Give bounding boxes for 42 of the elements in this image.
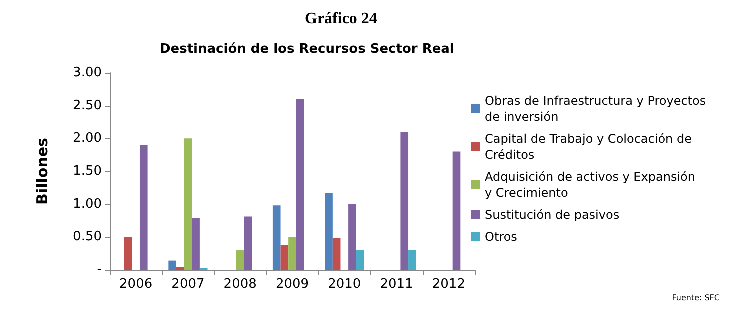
- bar: [288, 237, 296, 270]
- bar: [356, 250, 364, 270]
- y-tick-label: 3.00: [73, 66, 102, 80]
- y-tick-label: 2.00: [73, 131, 102, 146]
- bar: [400, 132, 409, 270]
- bar: [236, 250, 244, 270]
- y-tick-label: 1.00: [73, 196, 102, 212]
- legend-label: Obras de Infraestructura y Proyectos de inversión: [485, 94, 710, 124]
- y-axis-title: Billones: [34, 138, 52, 205]
- bar: [408, 250, 416, 270]
- bar: [348, 204, 356, 270]
- bar: [140, 145, 148, 270]
- bar: [280, 245, 289, 270]
- legend-label: Capital de Trabajo y Colocación de Créditos: [485, 132, 696, 162]
- bar: [296, 99, 304, 270]
- chart-title: Gráfico 24: [305, 10, 378, 28]
- source-note: Fuente: SFC: [672, 294, 720, 302]
- bar: [272, 206, 281, 270]
- y-tick-label: -: [97, 262, 102, 278]
- x-tick-label: 2011: [380, 277, 414, 292]
- legend-label: Sustitución de pasivos: [485, 208, 620, 222]
- legend-label: Otros: [485, 230, 518, 244]
- bar: [168, 260, 176, 270]
- y-tick-label: 1.50: [73, 164, 102, 179]
- legend-label: Adquisición de activos y Expansión y Crecimiento: [485, 170, 700, 200]
- bar: [332, 238, 341, 270]
- chart-subtitle: Destinación de los Recursos Sector Real: [160, 42, 454, 57]
- bar: [124, 237, 132, 270]
- bar: [452, 152, 461, 270]
- y-tick-label: 0.50: [73, 230, 102, 245]
- x-tick-label: 2007: [172, 277, 205, 292]
- bar: [192, 218, 200, 270]
- x-tick-label: 2008: [224, 277, 257, 292]
- bar: [176, 267, 184, 270]
- y-tick-label: 2.50: [73, 98, 102, 114]
- bar: [244, 216, 252, 270]
- x-tick-label: 2010: [328, 277, 362, 292]
- bar: [325, 193, 333, 270]
- x-tick-label: 2009: [276, 277, 310, 292]
- x-tick-label: 2006: [120, 277, 153, 292]
- x-tick-label: 2012: [432, 277, 466, 292]
- bar: [184, 138, 192, 270]
